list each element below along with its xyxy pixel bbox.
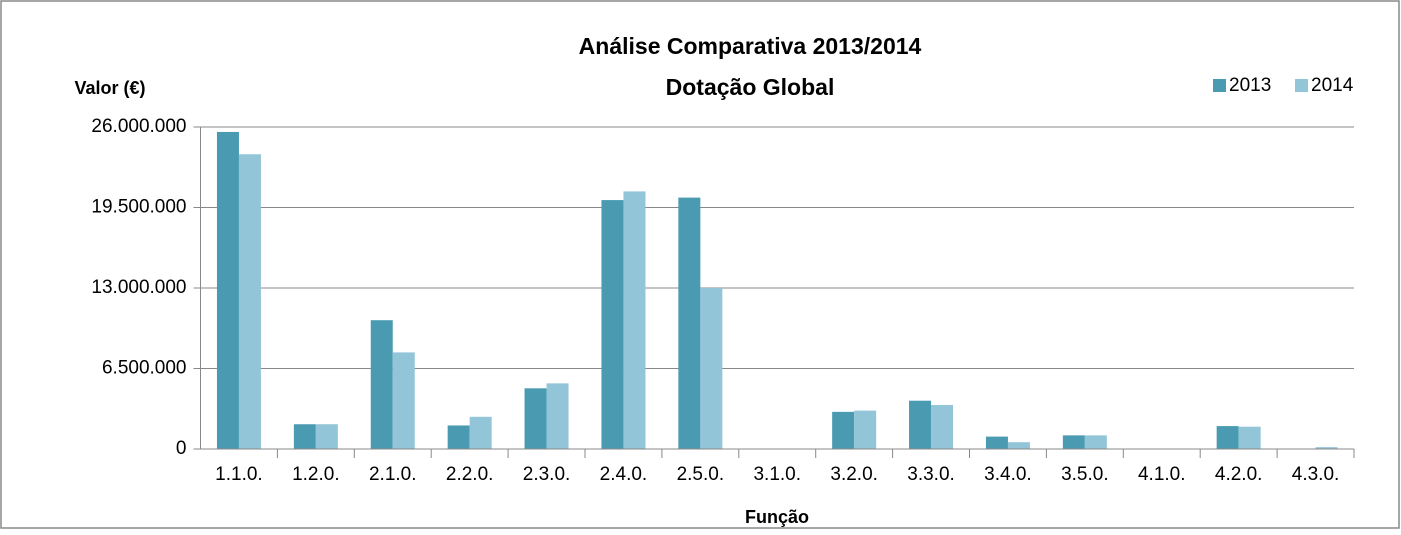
- x-tick-label: 2.4.0.: [600, 464, 648, 485]
- legend-swatch: [1295, 79, 1308, 92]
- chart-title: Análise Comparativa 2013/2014: [579, 33, 922, 59]
- legend-label: 2014: [1311, 75, 1354, 96]
- bar: [931, 405, 954, 449]
- y-tick-label: 6.500.000: [102, 358, 187, 379]
- bar: [524, 388, 547, 449]
- y-axis-label: Valor (€): [74, 78, 145, 98]
- x-tick-label: 2.3.0.: [523, 464, 571, 485]
- legend-swatch: [1213, 79, 1226, 92]
- bar: [1238, 426, 1261, 449]
- bar: [238, 154, 261, 449]
- bar: [392, 352, 415, 449]
- bar: [1216, 426, 1239, 449]
- bar: [700, 288, 723, 449]
- bar: [1084, 435, 1107, 449]
- x-tick-label: 3.1.0.: [753, 464, 801, 485]
- bar: [1007, 442, 1030, 449]
- x-tick-label: 2.1.0.: [369, 464, 417, 485]
- bar: [293, 424, 316, 449]
- x-tick-label: 3.2.0.: [830, 464, 878, 485]
- y-tick-label: 0: [176, 438, 187, 459]
- x-tick-label: 1.2.0.: [292, 464, 340, 485]
- bar: [601, 200, 624, 449]
- bar: [315, 424, 338, 449]
- x-axis-label: Função: [745, 507, 809, 527]
- bar: [447, 425, 470, 449]
- y-tick-label: 13.000.000: [91, 277, 186, 298]
- legend-label: 2013: [1229, 75, 1271, 96]
- y-tick-label: 26.000.000: [91, 116, 186, 137]
- x-tick-label: 2.5.0.: [677, 464, 725, 485]
- bar: [854, 410, 877, 449]
- bar: [469, 416, 492, 449]
- bar: [1315, 447, 1338, 449]
- chart-subtitle: Dotação Global: [666, 74, 835, 100]
- x-tick-label: 4.1.0.: [1138, 464, 1186, 485]
- x-tick-label: 3.4.0.: [984, 464, 1032, 485]
- x-tick-label: 1.1.0.: [215, 464, 263, 485]
- bar: [1062, 435, 1085, 449]
- bar: [370, 320, 393, 449]
- y-tick-label: 19.500.000: [91, 197, 186, 218]
- bar: [985, 436, 1008, 449]
- bar: [909, 400, 932, 449]
- bar: [216, 131, 239, 449]
- x-tick-label: 3.5.0.: [1061, 464, 1109, 485]
- x-tick-label: 2.2.0.: [446, 464, 494, 485]
- x-tick-label: 3.3.0.: [907, 464, 955, 485]
- x-tick-label: 4.3.0.: [1292, 464, 1340, 485]
- bar: [678, 197, 701, 449]
- bar: [623, 191, 646, 449]
- bar: [832, 411, 855, 449]
- bar: [546, 383, 569, 449]
- x-tick-label: 4.2.0.: [1215, 464, 1263, 485]
